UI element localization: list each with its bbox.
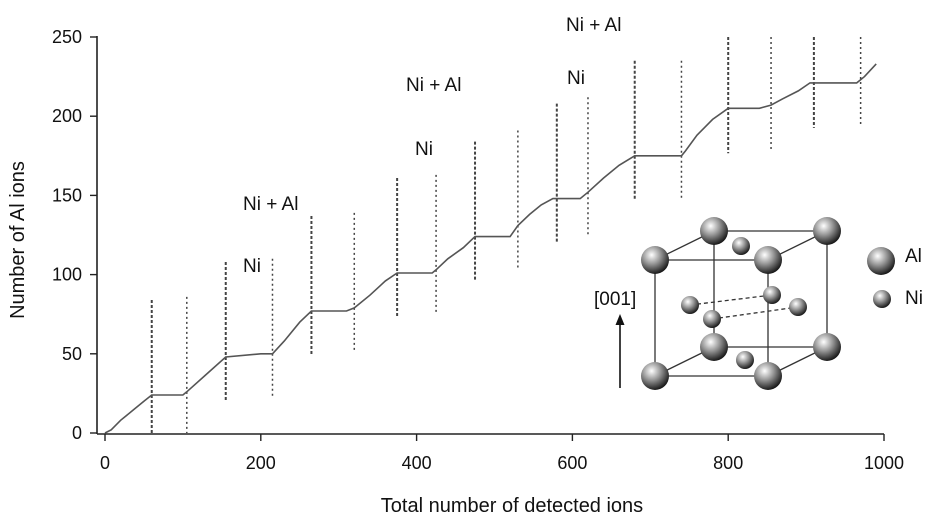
ni-al-label: Ni + Al [406, 75, 461, 96]
axis-ticks: 0 200 400 600 800 1000 0 50 100 150 200 250 [52, 27, 904, 473]
y-tick-label: 250 [52, 27, 82, 47]
ni-atom [703, 310, 721, 328]
x-tick-label: 200 [246, 453, 276, 473]
layer-annotations: Ni + Al Ni Ni + Al Ni Ni + Al Ni [243, 15, 621, 277]
x-tick-label: 600 [557, 453, 587, 473]
al-atom [754, 362, 782, 390]
al-atom [813, 333, 841, 361]
crystal-inset: [001] Al Ni [594, 217, 923, 390]
ni-atom [736, 351, 754, 369]
y-tick-label: 50 [62, 344, 82, 364]
x-tick-label: 1000 [864, 453, 904, 473]
x-tick-label: 400 [402, 453, 432, 473]
ni-label: Ni [243, 256, 261, 277]
layer-boundaries [150, 37, 862, 433]
y-tick-label: 150 [52, 185, 82, 205]
direction-label: [001] [594, 289, 636, 310]
al-atom [641, 362, 669, 390]
legend-ni-icon [873, 290, 891, 308]
plot-area: 0 200 400 600 800 1000 0 50 100 150 200 250 [52, 27, 904, 473]
x-axis-title: Total number of detected ions [381, 495, 643, 517]
ni-atom [789, 298, 807, 316]
al-atom [641, 246, 669, 274]
ni-atom [763, 286, 781, 304]
ni-atom [732, 237, 750, 255]
ni-al-label: Ni + Al [243, 194, 298, 215]
y-axis-title: Number of Al ions [7, 161, 29, 319]
ni-label: Ni [415, 139, 433, 160]
ni-label: Ni [567, 68, 585, 89]
ni-al-label: Ni + Al [566, 15, 621, 36]
al-atom [700, 333, 728, 361]
ni-atom [681, 296, 699, 314]
direction-arrow: [001] [594, 289, 636, 388]
legend-ni-label: Ni [905, 288, 923, 309]
y-tick-label: 200 [52, 106, 82, 126]
al-atom [813, 217, 841, 245]
y-tick-label: 0 [72, 423, 82, 443]
x-tick-label: 800 [713, 453, 743, 473]
al-atom [700, 217, 728, 245]
y-tick-label: 100 [52, 265, 82, 285]
legend-al-label: Al [905, 246, 922, 267]
series-line [104, 63, 877, 434]
al-atom [754, 246, 782, 274]
atoms [641, 217, 841, 390]
legend-al-icon [867, 247, 895, 275]
x-tick-label: 0 [100, 453, 110, 473]
inset-legend: Al Ni [867, 246, 923, 309]
